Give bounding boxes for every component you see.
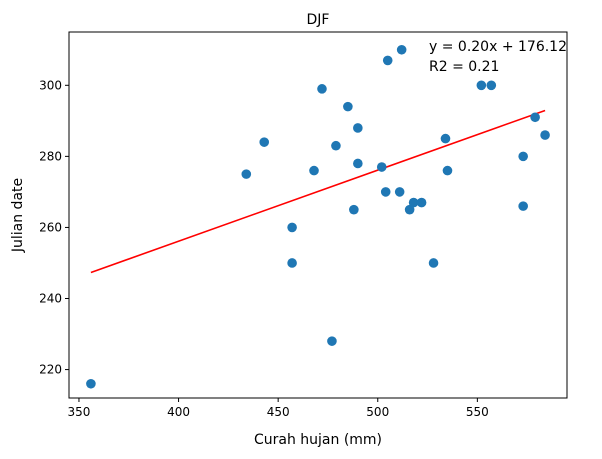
y-tick-label: 220 [39, 363, 62, 377]
axes [68, 31, 568, 399]
x-tick-label: 350 [68, 405, 91, 419]
fit-line-layer [90, 109, 546, 274]
data-point [287, 222, 297, 233]
y-axis-ticks: 220 240 260 280 300 [39, 78, 69, 377]
data-point [440, 133, 451, 144]
data-point [376, 162, 387, 172]
data-point [396, 44, 407, 55]
data-point [86, 378, 96, 389]
data-point [241, 169, 252, 179]
x-tick-label: 450 [267, 405, 290, 419]
data-point [259, 137, 270, 147]
data-point [476, 80, 487, 91]
data-point [518, 151, 528, 162]
data-point [349, 204, 359, 215]
y-tick-label: 260 [39, 220, 62, 234]
regression-equation: y = 0.20x + 176.12 [429, 39, 567, 55]
data-point [394, 187, 405, 197]
data-point [309, 165, 319, 176]
data-point [317, 84, 327, 94]
data-point [486, 80, 497, 91]
data-point [382, 55, 393, 66]
data-point [404, 204, 415, 215]
data-point [353, 123, 363, 133]
r-squared-annotation: R2 = 0.21 [429, 59, 499, 75]
data-point [331, 140, 341, 151]
data-point [442, 165, 453, 176]
chart-title: DJF [307, 12, 330, 28]
data-point [518, 201, 528, 211]
y-axis-label: Julian date [10, 178, 26, 253]
data-point [327, 336, 337, 346]
data-point [343, 101, 353, 112]
x-axis-ticks: 350 400 450 500 550 [68, 398, 489, 419]
x-axis-label: Curah hujan (mm) [254, 432, 382, 448]
data-point [380, 187, 391, 197]
data-point [416, 197, 427, 208]
x-tick-label: 550 [466, 405, 489, 419]
data-point [428, 258, 439, 268]
data-point [353, 158, 363, 169]
data-point [530, 112, 540, 123]
y-tick-label: 300 [39, 78, 62, 92]
plot-frame [68, 31, 568, 399]
y-tick-label: 280 [39, 149, 62, 163]
regression-line [90, 109, 546, 274]
data-point [408, 197, 419, 208]
data-points [86, 44, 550, 389]
data-point [287, 258, 297, 268]
x-tick-label: 400 [167, 405, 190, 419]
y-tick-label: 240 [39, 292, 62, 306]
x-tick-label: 500 [366, 405, 389, 419]
data-point [540, 130, 550, 140]
